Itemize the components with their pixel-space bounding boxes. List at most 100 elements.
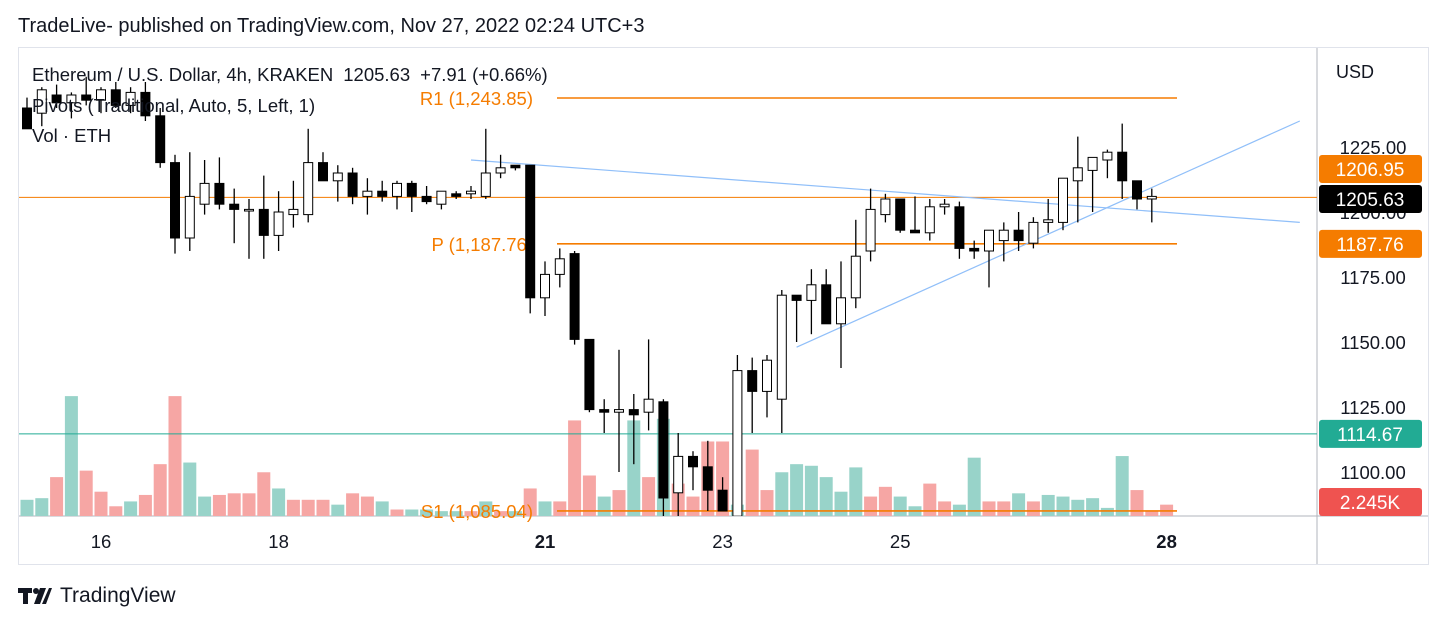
trendline[interactable] <box>796 120 1301 348</box>
volume-bar <box>316 499 330 516</box>
candle[interactable] <box>229 203 240 210</box>
candle[interactable] <box>510 164 521 169</box>
candle[interactable] <box>377 190 388 197</box>
legend-volume[interactable]: Vol · ETH <box>32 125 112 146</box>
volume-bar <box>893 496 907 516</box>
candle[interactable] <box>332 172 343 182</box>
volume-bar <box>834 491 848 516</box>
x-axis-tick-label: 25 <box>890 531 911 552</box>
candle[interactable] <box>110 89 121 106</box>
candle[interactable] <box>1117 151 1128 182</box>
candle[interactable] <box>1013 229 1024 242</box>
volume-bar <box>804 465 818 516</box>
candle[interactable] <box>776 294 787 400</box>
candle[interactable] <box>924 206 935 234</box>
candle[interactable] <box>717 489 728 512</box>
candle[interactable] <box>732 370 743 517</box>
candle[interactable] <box>806 284 817 301</box>
candle[interactable] <box>939 203 950 208</box>
candle[interactable] <box>318 162 328 182</box>
volume-bar <box>198 496 212 516</box>
candle[interactable] <box>347 172 358 197</box>
volume-bar <box>597 496 611 516</box>
candle[interactable] <box>22 107 32 130</box>
legend-pivots[interactable]: Pivots (Traditional, Auto, 5, Left, 1) <box>32 95 316 116</box>
candle[interactable] <box>599 409 610 413</box>
candle[interactable] <box>244 208 254 212</box>
volume-bar <box>331 504 345 516</box>
candle[interactable] <box>480 172 491 197</box>
candle[interactable] <box>288 208 299 216</box>
candle[interactable] <box>614 409 624 413</box>
candle[interactable] <box>628 409 639 416</box>
volume-bar <box>923 483 937 516</box>
candle[interactable] <box>540 273 550 299</box>
candle[interactable] <box>495 167 506 174</box>
candle[interactable] <box>1072 167 1083 182</box>
candle[interactable] <box>969 247 980 252</box>
candle[interactable] <box>584 338 595 411</box>
candle[interactable] <box>569 253 580 340</box>
candle[interactable] <box>525 164 536 299</box>
candle[interactable] <box>702 466 713 491</box>
candle[interactable] <box>362 190 373 197</box>
volume-bar <box>790 464 804 516</box>
candle[interactable] <box>140 91 151 117</box>
candle[interactable] <box>762 359 772 392</box>
candle[interactable] <box>436 190 447 205</box>
candle[interactable] <box>466 190 476 195</box>
candle[interactable] <box>673 455 684 494</box>
candle[interactable] <box>451 193 462 197</box>
candle[interactable] <box>66 94 77 104</box>
candle[interactable] <box>1102 151 1113 161</box>
trendline[interactable] <box>470 159 1300 223</box>
candle[interactable] <box>1087 156 1098 171</box>
candle[interactable] <box>155 115 166 164</box>
candle[interactable] <box>998 229 1009 242</box>
legend-symbol[interactable]: Ethereum / U.S. Dollar, 4h, KRAKEN <box>32 64 334 85</box>
volume-bar <box>1145 511 1159 516</box>
candle[interactable] <box>258 208 269 236</box>
candle[interactable] <box>199 182 210 205</box>
volume-bar <box>982 501 996 516</box>
candle[interactable] <box>910 229 920 234</box>
candle[interactable] <box>184 195 195 239</box>
candle[interactable] <box>880 198 891 216</box>
candle[interactable] <box>421 195 432 203</box>
candle[interactable] <box>125 91 136 106</box>
candle[interactable] <box>170 162 180 239</box>
candle[interactable] <box>658 401 669 499</box>
candle[interactable] <box>392 182 402 197</box>
candle[interactable] <box>1028 221 1039 244</box>
candle[interactable] <box>643 398 654 413</box>
candle[interactable] <box>554 258 565 275</box>
candle[interactable] <box>821 284 832 325</box>
footer-brand[interactable]: TradingView <box>60 584 176 607</box>
volume-bar <box>479 501 493 516</box>
candle[interactable] <box>1146 195 1157 200</box>
volume-bar <box>227 493 241 516</box>
candle[interactable] <box>791 294 802 301</box>
candle[interactable] <box>1043 219 1054 223</box>
candle[interactable] <box>303 162 314 216</box>
x-axis-tick-label: 16 <box>91 531 112 552</box>
candle[interactable] <box>850 255 861 299</box>
candle[interactable] <box>1058 177 1068 223</box>
candle[interactable] <box>273 211 284 236</box>
candle[interactable] <box>984 229 994 252</box>
candle[interactable] <box>688 455 698 468</box>
candle[interactable] <box>1132 180 1142 200</box>
candle[interactable] <box>81 94 92 101</box>
candle[interactable] <box>96 89 106 101</box>
candle[interactable] <box>36 89 47 114</box>
candle[interactable] <box>954 206 965 249</box>
candle[interactable] <box>51 94 62 104</box>
candle[interactable] <box>836 297 846 325</box>
candle[interactable] <box>406 182 417 197</box>
candle[interactable] <box>895 198 906 231</box>
candle[interactable] <box>747 370 758 392</box>
candle[interactable] <box>214 182 225 205</box>
candle[interactable] <box>865 208 876 252</box>
pivot-label: R1 (1,243.85) <box>420 88 533 109</box>
